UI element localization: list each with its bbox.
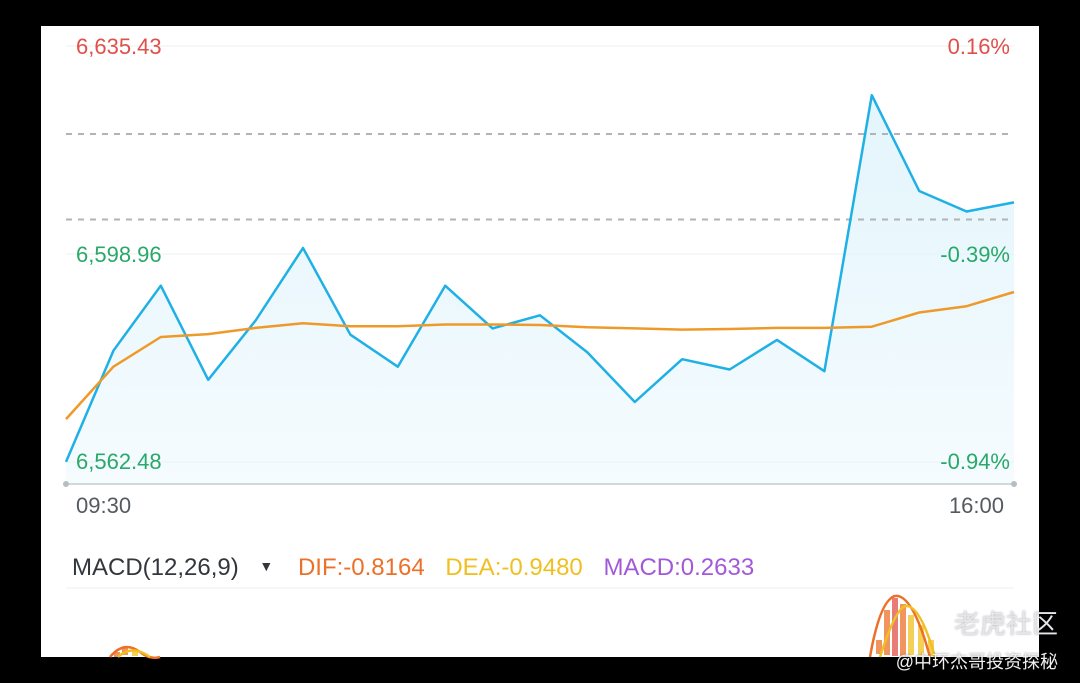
macd-bar <box>114 652 120 657</box>
time-end-label: 16:00 <box>948 493 1004 518</box>
price-low-label: 6,562.48 <box>76 449 162 474</box>
macd-bar <box>928 640 934 656</box>
pct-low-label: -0.94% <box>940 449 1010 474</box>
dea-curve-left <box>117 649 151 659</box>
macd-bar <box>132 649 138 656</box>
macd-bar <box>908 615 914 655</box>
watermark-brand: 老虎社区 <box>953 609 1058 639</box>
dif-curve-right <box>868 594 932 658</box>
macd-indicator-bar: MACD(12,26,9) ▼ DIF:-0.8164 DEA:-0.9480 … <box>72 553 768 583</box>
dif-value: DIF:-0.8164 <box>297 554 425 581</box>
pct-high-label: 0.16% <box>947 34 1010 59</box>
price-mid-label: 6,598.96 <box>76 242 162 267</box>
watermark-author: @中环杰哥投资探秘 <box>895 652 1058 672</box>
average-price-line <box>65 290 1015 420</box>
macd-value: MACD:0.2633 <box>603 554 755 581</box>
macd-bar <box>892 598 898 656</box>
macd-selector[interactable]: MACD(12,26,9) <box>72 554 239 581</box>
price-line <box>64 93 1015 463</box>
macd-bar <box>876 640 882 654</box>
dea-value: DEA:-0.9480 <box>445 554 583 581</box>
pct-mid-label: -0.39% <box>940 242 1010 267</box>
price-high-label: 6,635.43 <box>76 34 162 59</box>
price-area-fill <box>66 95 1014 484</box>
time-start-label: 09:30 <box>76 493 132 518</box>
macd-bar <box>918 625 924 655</box>
x-axis-start-dot <box>63 481 69 487</box>
macd-bar <box>900 604 906 656</box>
dropdown-caret-icon[interactable]: ▼ <box>259 558 274 574</box>
x-axis-end-dot <box>1011 481 1017 487</box>
macd-bar <box>884 610 890 655</box>
dea-curve-right <box>878 604 937 658</box>
